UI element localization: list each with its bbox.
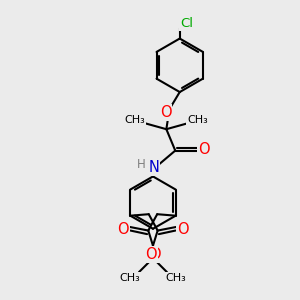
Text: O: O: [160, 105, 171, 120]
Text: O: O: [145, 247, 157, 262]
Text: O: O: [117, 222, 129, 237]
Text: CH₃: CH₃: [120, 273, 140, 283]
Text: H: H: [137, 158, 146, 171]
Text: N: N: [148, 160, 159, 175]
Text: Cl: Cl: [180, 16, 193, 30]
Text: CH₃: CH₃: [187, 115, 208, 125]
Text: CH₃: CH₃: [166, 273, 186, 283]
Text: CH₃: CH₃: [125, 115, 146, 125]
Text: O: O: [177, 222, 189, 237]
Text: O: O: [149, 247, 161, 262]
Text: O: O: [198, 142, 210, 157]
